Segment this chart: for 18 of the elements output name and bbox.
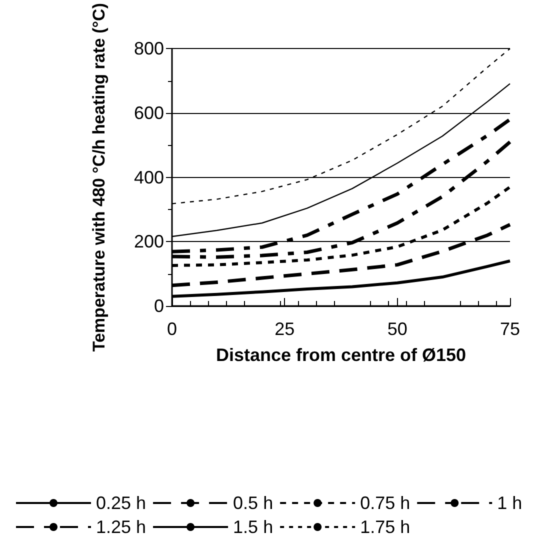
legend-label: 1.75 h bbox=[360, 517, 410, 537]
y-axis-title: Temperature with 480 °C/h heating rate (°C) bbox=[90, 3, 108, 352]
x-axis-title: Distance from centre of Ø150 bbox=[216, 345, 466, 365]
x-tick-label: 50 bbox=[387, 319, 408, 339]
y-tick-label: 400 bbox=[134, 167, 164, 188]
x-tick-label: 25 bbox=[274, 319, 295, 339]
legend-label: 0.5 h bbox=[233, 493, 274, 513]
legend-label: 1 h bbox=[497, 493, 522, 513]
y-tick-label: 0 bbox=[154, 296, 164, 316]
legend-label: 1.5 h bbox=[233, 517, 274, 537]
legend-label: 0.25 h bbox=[96, 493, 146, 513]
x-tick-label: 75 bbox=[500, 319, 520, 339]
legend-label: 0.75 h bbox=[360, 493, 410, 513]
y-tick-label: 800 bbox=[134, 38, 164, 59]
y-tick-label: 600 bbox=[134, 102, 164, 123]
legend-label: 1.25 h bbox=[96, 517, 146, 537]
x-tick-label: 0 bbox=[166, 319, 178, 339]
y-tick-label: 200 bbox=[134, 232, 164, 252]
